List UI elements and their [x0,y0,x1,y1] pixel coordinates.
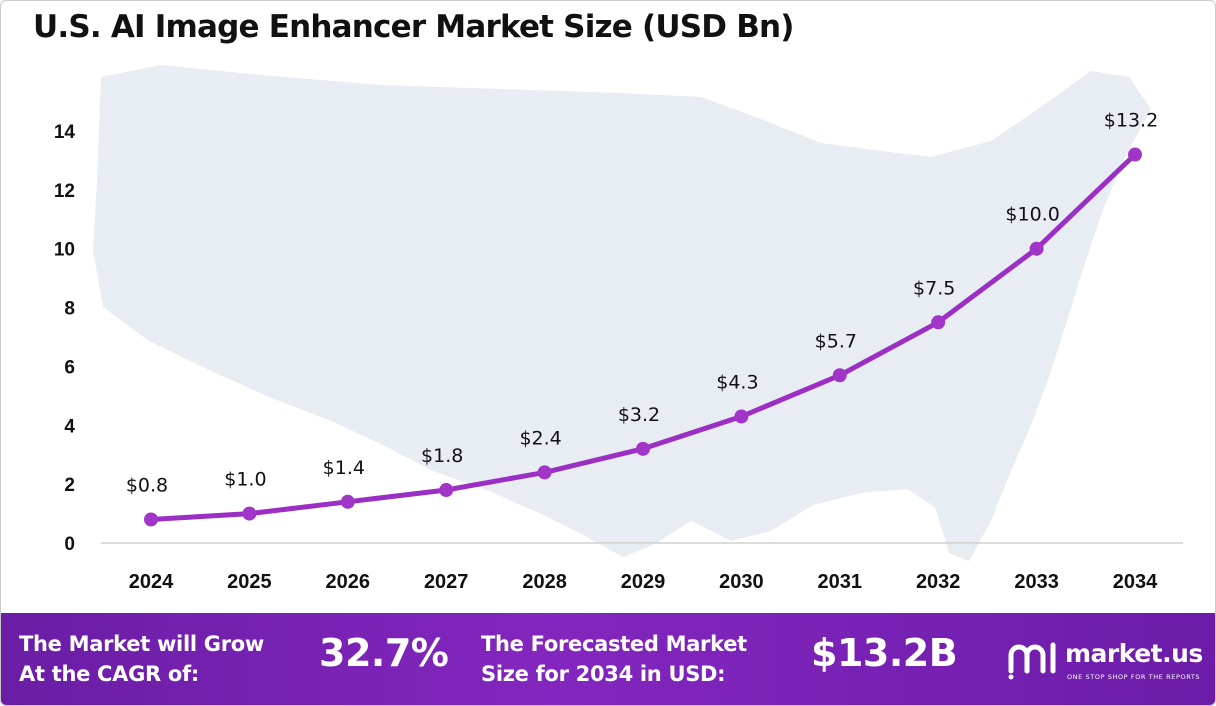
data-label-2024: $0.8 [126,474,168,496]
data-point-2027 [439,483,454,498]
y-tick-label: 12 [54,181,75,202]
data-label-2026: $1.4 [323,457,365,479]
x-tick-label: 2024 [129,571,174,593]
series-markers [144,147,1142,527]
y-tick-label: 0 [64,534,75,555]
data-point-2029 [636,441,650,456]
data-point-2028 [537,465,552,480]
y-axis-ticks: 0 2 4 6 8 10 12 14 [54,122,76,555]
market-us-logo-icon [1008,642,1056,680]
x-axis-ticks: 2024 2025 2026 2027 2028 2029 2030 2031 2032 2033… [129,571,1158,593]
x-tick-label: 2030 [719,571,764,593]
x-tick-label: 2032 [916,571,961,593]
forecast-value: $13.2B [811,631,958,675]
data-label-2025: $1.0 [224,469,266,491]
x-tick-label: 2034 [1113,571,1158,593]
chart-title: U.S. AI Image Enhancer Market Size (USD … [33,9,794,45]
cagr-caption-line1: The Market will Grow [19,632,264,656]
x-tick-label: 2025 [227,571,272,593]
market-us-logo: market.us ONE STOP SHOP FOR THE REPORTS [1005,637,1211,687]
y-tick-label: 4 [64,416,75,437]
data-label-2031: $5.7 [815,330,857,352]
data-point-2026 [340,494,355,509]
data-label-2029: $3.2 [618,404,660,426]
x-tick-label: 2028 [522,571,567,593]
x-tick-label: 2033 [1014,571,1059,593]
forecast-caption-line1: The Forecasted Market [481,632,747,656]
data-point-2031 [832,368,847,383]
x-tick-label: 2029 [621,571,666,593]
data-point-2034 [1128,147,1142,162]
data-labels: $0.8 $1.0 $1.4 $1.8 $2.4 $3.2 $4.3 $5.7 $7.5 $10.… [126,110,1158,497]
summary-banner: The Market will Grow At the CAGR of: 32.… [1,613,1215,705]
x-tick-label: 2027 [424,571,469,593]
cagr-caption-line2: At the CAGR of: [19,662,199,686]
x-tick-label: 2026 [326,571,371,593]
data-label-2033: $10.0 [1005,204,1059,226]
line-chart: 0 2 4 6 8 10 12 14 2024 2025 2026 2027 2028 2029 2030… [54,65,1183,593]
forecast-caption-line2: Size for 2034 in USD: [481,662,726,686]
data-point-2030 [734,409,749,424]
y-tick-label: 10 [54,240,75,261]
cagr-value: 32.7% [319,631,449,675]
y-tick-label: 14 [54,122,76,143]
cagr-caption: The Market will Grow At the CAGR of: [19,629,264,689]
data-label-2030: $4.3 [716,371,758,393]
y-tick-label: 2 [64,475,75,496]
data-point-2032 [931,315,946,330]
y-tick-label: 8 [64,299,75,320]
data-point-2025 [242,506,257,521]
data-point-2024 [144,512,158,527]
logo-name: market.us [1065,639,1203,668]
forecast-caption: The Forecasted Market Size for 2034 in U… [481,629,747,689]
data-label-2027: $1.8 [421,445,463,467]
data-label-2032: $7.5 [913,277,955,299]
data-label-2034: $13.2 [1104,110,1158,132]
data-point-2033 [1029,241,1044,256]
y-tick-label: 6 [64,357,75,378]
us-map-background [93,65,1151,561]
data-label-2028: $2.4 [519,427,561,449]
x-tick-label: 2031 [818,571,863,593]
logo-tagline: ONE STOP SHOP FOR THE REPORTS [1067,673,1201,681]
